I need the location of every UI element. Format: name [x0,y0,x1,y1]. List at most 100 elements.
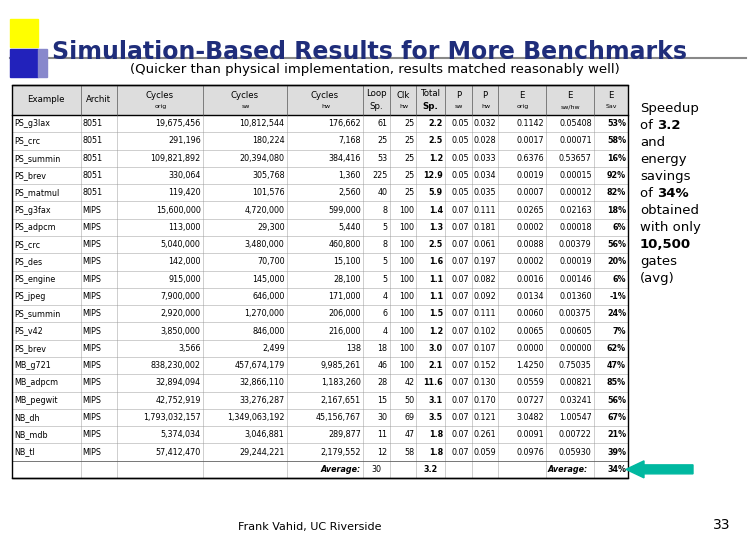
Text: -1%: -1% [609,292,626,301]
Text: 225: 225 [372,171,388,180]
Text: 0.028: 0.028 [474,137,497,145]
Text: MIPS: MIPS [82,430,101,439]
Text: Average:: Average: [548,465,588,474]
Bar [38,49,47,77]
Text: 2.5: 2.5 [429,137,443,145]
Text: 8051: 8051 [82,154,103,163]
Text: 7%: 7% [612,327,626,335]
Text: 5: 5 [383,258,388,266]
Text: 0.53657: 0.53657 [559,154,592,163]
Text: MIPS: MIPS [82,361,101,370]
Text: 0.0559: 0.0559 [516,379,544,387]
Text: 100: 100 [399,292,414,301]
Text: 10,500: 10,500 [640,238,691,251]
Text: 0.0060: 0.0060 [516,309,544,318]
Text: obtained: obtained [640,204,699,217]
Text: 100: 100 [399,327,414,335]
Text: 1.8: 1.8 [429,430,443,439]
Text: 915,000: 915,000 [168,275,200,284]
Text: MIPS: MIPS [82,327,101,335]
Text: 15,600,000: 15,600,000 [156,206,200,214]
Text: gates: gates [640,255,677,268]
Text: 109,821,892: 109,821,892 [150,154,200,163]
Text: 0.111: 0.111 [474,206,497,214]
Text: 0.0065: 0.0065 [516,327,544,335]
Text: 29,244,221: 29,244,221 [239,448,284,457]
Text: 9,985,261: 9,985,261 [321,361,361,370]
Text: 0.00379: 0.00379 [559,240,592,249]
Text: Archit: Archit [86,96,111,105]
Text: MB_g721: MB_g721 [14,361,51,370]
Text: 1,270,000: 1,270,000 [245,309,284,318]
Text: 62%: 62% [607,344,626,353]
Text: 19,675,456: 19,675,456 [156,119,200,128]
Text: 2,920,000: 2,920,000 [160,309,200,318]
Text: 1.3: 1.3 [429,223,443,232]
Text: 0.107: 0.107 [474,344,497,353]
Text: 305,768: 305,768 [252,171,284,180]
Text: 24%: 24% [607,309,626,318]
Text: 0.0016: 0.0016 [516,275,544,284]
Text: 6: 6 [383,309,388,318]
Text: 1,349,063,192: 1,349,063,192 [227,413,284,422]
Text: 0.07: 0.07 [452,361,469,370]
Text: 4: 4 [383,292,388,301]
Text: 28,100: 28,100 [333,275,361,284]
Text: 18%: 18% [607,206,626,214]
Text: MIPS: MIPS [82,292,101,301]
Text: 5.9: 5.9 [429,188,443,197]
Text: 21%: 21% [607,430,626,439]
Text: (avg): (avg) [640,272,675,285]
Text: 25: 25 [404,154,414,163]
Text: 0.061: 0.061 [474,240,497,249]
Text: 0.059: 0.059 [473,448,497,457]
Text: 0.07: 0.07 [452,430,469,439]
Text: Speedup: Speedup [640,102,699,115]
Text: 39%: 39% [607,448,626,457]
FancyArrow shape [626,461,693,478]
Text: 0.0000: 0.0000 [516,344,544,353]
Text: 1.8: 1.8 [429,448,443,457]
Text: 2.1: 2.1 [429,361,443,370]
Text: MIPS: MIPS [82,206,101,214]
Text: 216,000: 216,000 [328,327,361,335]
Text: 0.00012: 0.00012 [559,188,592,197]
Text: 0.05: 0.05 [452,119,469,128]
Text: 5: 5 [383,275,388,284]
Text: 1.4: 1.4 [429,206,443,214]
Text: 42: 42 [404,379,414,387]
Text: MIPS: MIPS [82,240,101,249]
Text: 0.0091: 0.0091 [516,430,544,439]
Text: sw: sw [241,104,249,109]
Text: 25: 25 [404,171,414,180]
Text: 4,720,000: 4,720,000 [245,206,284,214]
Text: energy: energy [640,153,686,166]
Text: Clk: Clk [396,91,410,100]
Text: E: E [608,91,614,100]
Text: 113,000: 113,000 [169,223,200,232]
Text: 5,440: 5,440 [339,223,361,232]
Text: 5,374,034: 5,374,034 [161,430,200,439]
Text: 0.07: 0.07 [452,275,469,284]
Text: MIPS: MIPS [82,379,101,387]
Text: 85%: 85% [607,379,626,387]
Text: 0.00605: 0.00605 [559,327,592,335]
Text: 56%: 56% [607,396,626,404]
Text: 1.5: 1.5 [429,309,443,318]
Text: 1.00547: 1.00547 [559,413,592,422]
Text: 0.00146: 0.00146 [559,275,592,284]
Text: 1,183,260: 1,183,260 [321,379,361,387]
Text: 206,000: 206,000 [328,309,361,318]
Text: 46: 46 [377,361,388,370]
Text: 1.1: 1.1 [429,292,443,301]
Text: 20,394,080: 20,394,080 [240,154,284,163]
Text: 0.07: 0.07 [452,223,469,232]
Text: 34%: 34% [657,187,689,200]
Text: Cycles: Cycles [311,91,339,100]
Text: hw: hw [399,104,408,109]
Text: 646,000: 646,000 [253,292,284,301]
Text: 0.0265: 0.0265 [516,206,544,214]
Text: of: of [640,119,657,132]
Text: 171,000: 171,000 [328,292,361,301]
Text: 0.0976: 0.0976 [516,448,544,457]
